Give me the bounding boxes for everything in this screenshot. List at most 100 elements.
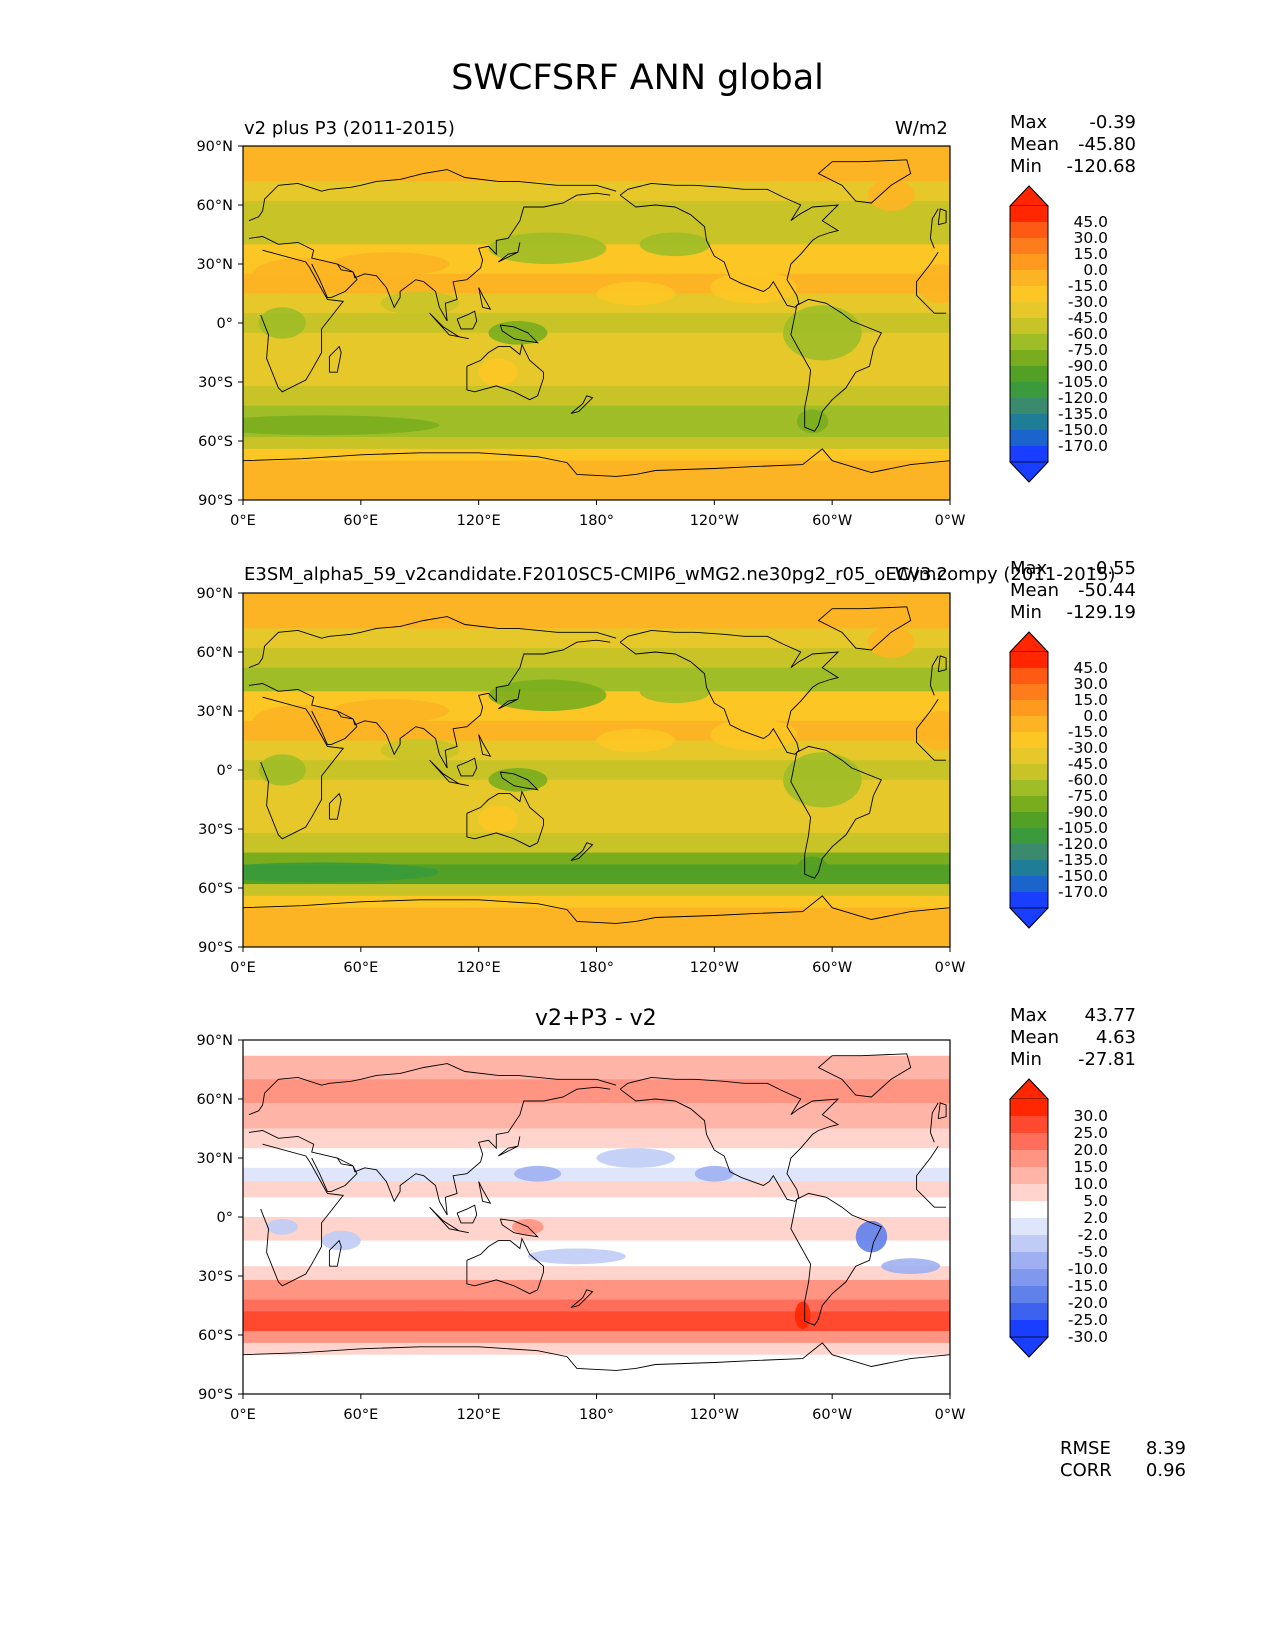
lat-tick-label: 90°S	[198, 1387, 233, 1403]
colorbar-segment	[1010, 652, 1048, 669]
coastline	[248, 1063, 939, 1133]
coastline	[456, 310, 478, 330]
colorbar-label: 0.0	[1083, 261, 1108, 279]
field-feature	[851, 1311, 931, 1328]
coastline	[243, 895, 950, 924]
lon-tick-label: 0°E	[230, 960, 256, 976]
field-band	[243, 1354, 950, 1394]
field-band	[243, 593, 950, 608]
colorbar-segment	[1010, 350, 1048, 367]
colorbar-label: -30.0	[1068, 293, 1108, 311]
colorbar-segment	[1010, 1235, 1048, 1253]
field-band	[243, 460, 950, 500]
coastline	[429, 312, 469, 340]
field-band	[243, 852, 950, 865]
field-feature	[301, 1311, 577, 1328]
lon-tick-label: 120°E	[457, 960, 501, 976]
stats-box: Max 43.77 Mean 4.63 Min -27.81	[1010, 1005, 1136, 1071]
colorbar-label: -150.0	[1058, 867, 1108, 885]
coastline	[817, 606, 912, 651]
test-panel: v2 plus P3 (2011-2015) W/m2 Max -0.39 Mea…	[0, 0, 1275, 529]
coastline	[248, 639, 935, 769]
lon-tick-label: 0°W	[935, 513, 966, 529]
coastline	[478, 734, 492, 757]
field-band	[243, 313, 950, 334]
colorbar-segment	[1010, 668, 1048, 685]
colorbar-label: -60.0	[1068, 325, 1108, 343]
max-label: Max	[1010, 558, 1048, 579]
field-feature	[794, 1301, 811, 1330]
colorbar-outline	[1009, 185, 1049, 483]
colorbar-label: 10.0	[1073, 1175, 1108, 1193]
field-band	[243, 1079, 950, 1104]
colorbar-segment	[1010, 1218, 1048, 1236]
colorbar-label: -150.0	[1058, 421, 1108, 439]
lon-tick-label: 0°W	[935, 960, 966, 976]
colorbar-segment	[1010, 446, 1048, 463]
field-band	[243, 385, 950, 407]
colorbar-segment	[1010, 414, 1048, 431]
field-feature	[488, 768, 548, 792]
lon-tick-label: 120°E	[457, 1407, 501, 1423]
field-feature	[331, 252, 450, 276]
colorbar-label: -120.0	[1058, 835, 1108, 853]
lon-tick-label: 120°W	[690, 513, 739, 529]
colorbar-segment	[1010, 876, 1048, 893]
lat-tick-label: 90°N	[196, 139, 233, 155]
field-band	[243, 1102, 950, 1129]
field-feature	[252, 258, 352, 290]
colorbar-segment	[1010, 1150, 1048, 1168]
coastline	[790, 298, 882, 432]
colorbar-label: -170.0	[1058, 437, 1108, 455]
field-feature	[694, 1165, 734, 1182]
colorbar-label: -105.0	[1058, 819, 1108, 837]
lat-tick-label: 30°N	[196, 704, 233, 720]
corr-label: CORR	[1060, 1460, 1112, 1481]
colorbar-extend-max	[1009, 1078, 1049, 1100]
field-band	[243, 448, 950, 462]
colorbar-segment	[1010, 892, 1048, 909]
colorbar-segment	[1010, 684, 1048, 701]
coastline	[328, 345, 342, 373]
coastline	[429, 759, 469, 787]
field-band	[243, 1342, 950, 1356]
units-label: W/m2	[895, 564, 948, 585]
field-feature	[243, 862, 440, 883]
coastline	[248, 616, 939, 686]
coastline	[790, 745, 882, 879]
field-band	[243, 832, 950, 854]
field-band	[243, 805, 950, 834]
max-value: -0.55	[1089, 558, 1136, 579]
coastline	[260, 696, 947, 840]
min-value: -129.19	[1066, 602, 1136, 623]
field-feature	[596, 728, 676, 753]
colorbar-segment	[1010, 860, 1048, 877]
field-feature	[783, 752, 862, 808]
colorbar-label: 45.0	[1073, 213, 1108, 231]
field-feature	[916, 264, 950, 304]
coastline	[243, 448, 950, 477]
colorbar-segment	[1010, 286, 1048, 303]
field-band	[243, 1181, 950, 1198]
field-feature	[252, 705, 352, 737]
panel-title: v2+P3 - v2	[535, 1006, 657, 1031]
field-feature	[258, 754, 306, 786]
min-value: -27.81	[1077, 1049, 1136, 1070]
field-feature	[639, 679, 711, 704]
colorbar-label: -170.0	[1058, 883, 1108, 901]
field-feature	[478, 358, 518, 386]
field-band	[243, 1148, 950, 1169]
field-band	[243, 628, 950, 649]
coastline	[456, 1204, 478, 1224]
field-feature	[527, 1248, 626, 1265]
lat-tick-label: 60°N	[196, 198, 233, 214]
min-label: Min	[1010, 1049, 1042, 1070]
lon-tick-label: 180°	[579, 1407, 614, 1423]
colorbar-label: 15.0	[1073, 691, 1108, 709]
diff-panel: v2+P3 - v2 Max 43.77 Mean 4.63 Min -27.81 9…	[0, 0, 1275, 1423]
colorbar-label: -25.0	[1068, 1311, 1108, 1329]
mean-label: Mean	[1010, 134, 1060, 155]
colorbar-label: -105.0	[1058, 373, 1108, 391]
colorbar: 45.030.015.00.0-15.0-30.0-45.0-60.0-75.0…	[1009, 185, 1108, 483]
field-band	[243, 648, 950, 669]
